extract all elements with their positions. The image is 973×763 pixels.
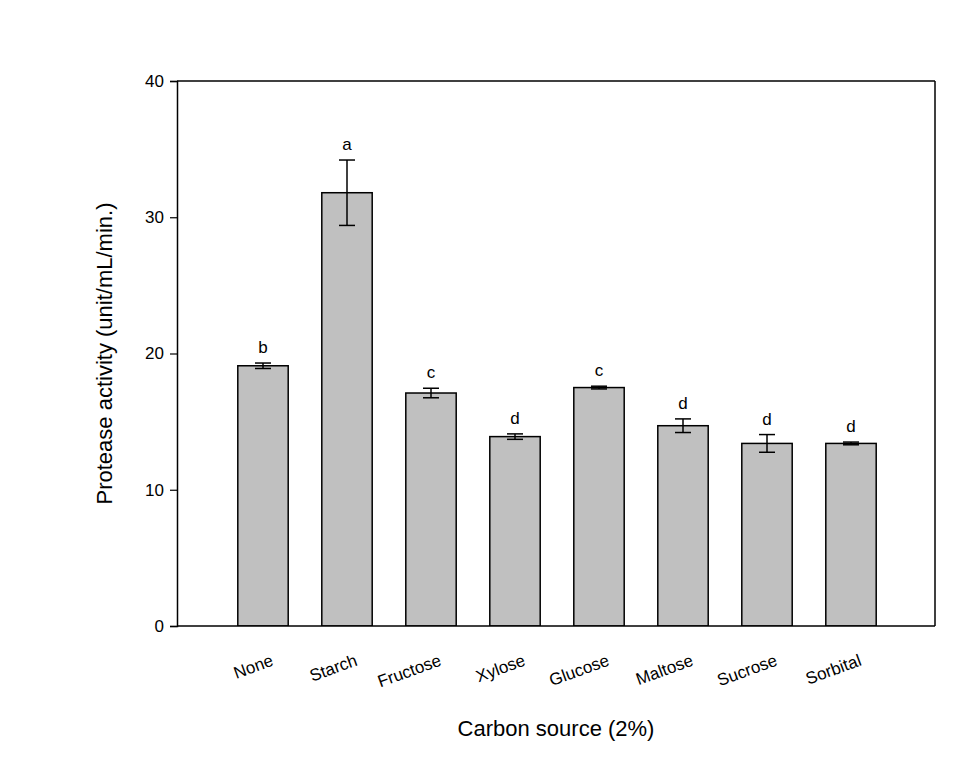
bar (826, 443, 876, 626)
error-cap (591, 385, 607, 387)
error-bar (339, 160, 355, 225)
tick: 40 (145, 72, 177, 91)
frame (934, 81, 936, 626)
error-line (766, 435, 768, 453)
tick-mark (170, 490, 177, 491)
error-line (514, 434, 516, 439)
annotation: d (846, 417, 855, 436)
error-cap (843, 441, 859, 443)
tick: Maltose (633, 626, 695, 689)
tick-label: 0 (155, 617, 164, 636)
tick: Sucrose (715, 626, 780, 690)
error-bar (591, 386, 607, 389)
tick-label: Starch (307, 651, 360, 686)
bar (322, 193, 372, 626)
tick-label: Xylose (473, 651, 527, 686)
tick-label: 30 (145, 208, 164, 227)
annotation: a (342, 135, 352, 154)
tick-label: 40 (145, 72, 164, 91)
y-axis: 0 10 20 30 40 (145, 72, 177, 636)
annotation: c (427, 363, 436, 382)
tick-label: 20 (145, 344, 164, 363)
bar (574, 388, 624, 626)
error-cap (675, 418, 691, 420)
error-cap (591, 388, 607, 390)
annotations: b a c d c d d d (258, 135, 855, 436)
error-cap (423, 387, 439, 389)
tick-mark (170, 626, 177, 627)
plot-area (238, 160, 876, 626)
error-bar (423, 388, 439, 398)
x-axis-title: Carbon source (2%) (458, 716, 655, 741)
bar (658, 426, 708, 626)
error-line (346, 160, 348, 225)
y-axis-title: Protease activity (unit/mL/min.) (92, 203, 117, 505)
error-line (262, 363, 264, 368)
tick: Starch (307, 626, 360, 686)
error-cap (759, 452, 775, 454)
error-bar (675, 419, 691, 433)
tick-label: Glucose (547, 651, 612, 690)
annotation: c (595, 361, 604, 380)
tick: Sorbital (803, 626, 864, 688)
axis-line (177, 625, 935, 627)
tick: 10 (145, 481, 177, 500)
tick-mark (170, 353, 177, 354)
annotation: d (678, 394, 687, 413)
error-cap (339, 159, 355, 161)
tick: Glucose (547, 626, 612, 690)
tick: None (231, 626, 276, 683)
error-cap (507, 433, 523, 435)
error-cap (675, 432, 691, 434)
error-line (430, 388, 432, 398)
annotation: b (258, 338, 267, 357)
error-bar (759, 435, 775, 453)
error-cap (255, 368, 271, 370)
chart: 0 10 20 30 40 None Starch Fructose Xylose Glucose… (0, 0, 973, 763)
tick: Fructose (375, 626, 444, 691)
tick: 20 (145, 344, 177, 363)
error-bar (843, 442, 859, 445)
annotation: d (510, 409, 519, 428)
x-axis: None Starch Fructose Xylose Glucose Maltose Su… (177, 626, 935, 691)
error-cap (843, 444, 859, 446)
bar (406, 393, 456, 626)
tick: 30 (145, 208, 177, 227)
tick-label: Fructose (375, 651, 444, 691)
error-bar (255, 363, 271, 368)
error-cap (255, 362, 271, 364)
error-cap (423, 397, 439, 399)
tick-label: Sucrose (715, 651, 780, 690)
tick-label: Maltose (633, 651, 695, 689)
error-cap (339, 225, 355, 227)
bar (238, 366, 288, 626)
tick: Xylose (473, 626, 527, 686)
frame (177, 80, 935, 82)
tick-label: 10 (145, 481, 164, 500)
error-line (682, 419, 684, 433)
error-cap (507, 439, 523, 441)
error-bar (507, 434, 523, 439)
axis-line (170, 82, 178, 627)
annotation: d (762, 410, 771, 429)
tick: 0 (155, 617, 177, 636)
tick-mark (170, 217, 177, 218)
tick-label: None (231, 651, 276, 683)
error-cap (759, 434, 775, 436)
tick-label: Sorbital (803, 651, 864, 689)
tick-mark (170, 81, 177, 82)
bar (490, 437, 540, 626)
bar (742, 443, 792, 626)
